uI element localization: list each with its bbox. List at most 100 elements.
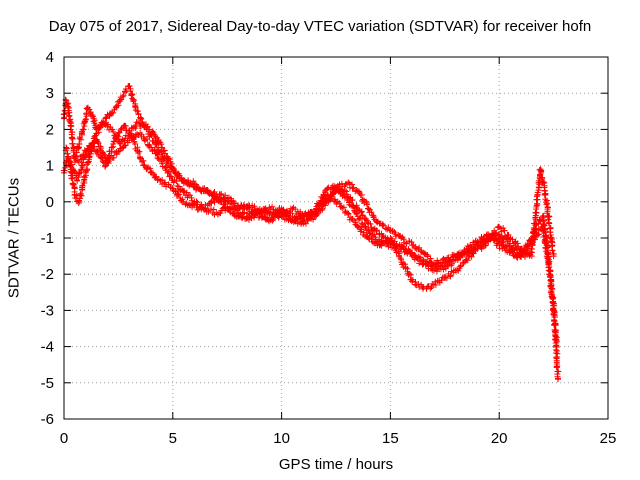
trace-marker <box>407 249 414 256</box>
trace-marker <box>416 244 423 251</box>
trace-marker <box>82 116 89 123</box>
trace-marker <box>505 231 512 238</box>
trace-marker <box>349 196 356 203</box>
trace-marker <box>134 144 141 151</box>
trace-marker <box>204 187 211 194</box>
trace-marker <box>352 219 359 226</box>
trace-marker <box>508 248 515 255</box>
trace-marker <box>427 285 434 292</box>
trace-marker <box>546 213 553 220</box>
trace-marker <box>537 169 544 176</box>
trace-marker <box>101 151 108 158</box>
trace-marker <box>174 182 181 189</box>
trace-marker <box>173 178 180 185</box>
trace-marker <box>358 191 365 198</box>
trace-marker <box>434 265 441 272</box>
trace-marker <box>550 305 557 312</box>
trace-marker <box>241 209 248 216</box>
trace-marker <box>553 364 560 371</box>
trace-marker <box>353 202 360 209</box>
trace-marker <box>95 129 102 136</box>
trace-marker <box>500 243 507 250</box>
trace-marker <box>334 183 341 190</box>
trace-marker <box>210 206 217 213</box>
trace-marker <box>503 235 510 242</box>
trace-marker <box>127 130 134 137</box>
trace-marker <box>477 242 484 249</box>
trace-marker <box>201 185 208 192</box>
trace-marker <box>324 185 331 192</box>
trace-marker <box>385 224 392 231</box>
trace-marker <box>172 188 179 195</box>
trace-marker <box>78 156 85 163</box>
trace-marker <box>511 239 518 246</box>
trace-marker <box>440 274 447 281</box>
trace-marker <box>326 197 333 204</box>
trace-marker <box>432 281 439 288</box>
trace-marker <box>358 209 365 216</box>
trace-marker <box>164 169 171 176</box>
trace-marker <box>95 139 102 146</box>
trace-marker <box>76 141 83 148</box>
trace-marker <box>118 96 125 103</box>
trace-marker <box>132 103 139 110</box>
y-axis-label: SDTVAR / TECUs <box>5 177 23 299</box>
trace-marker <box>110 128 117 135</box>
trace-marker <box>74 177 81 184</box>
trace-marker <box>501 227 508 234</box>
y-tick-label: -1 <box>41 230 54 247</box>
trace-marker <box>98 123 105 130</box>
trace-marker <box>107 156 114 163</box>
trace-marker <box>126 83 133 90</box>
trace-marker <box>448 260 455 267</box>
trace-marker <box>121 142 128 149</box>
trace-marker <box>413 255 420 262</box>
trace-marker <box>415 281 422 288</box>
y-tick-label: -4 <box>41 339 54 356</box>
trace-marker <box>545 213 552 220</box>
trace-marker <box>521 253 528 260</box>
trace-marker <box>154 151 161 158</box>
trace-marker <box>491 236 498 243</box>
data-point <box>202 206 209 213</box>
data-point <box>134 119 141 126</box>
trace-marker <box>116 139 123 146</box>
trace-marker <box>514 254 521 261</box>
trace-marker <box>138 115 145 122</box>
trace-marker <box>427 255 434 262</box>
trace-marker <box>455 267 462 274</box>
trace-marker <box>345 179 352 186</box>
trace-marker <box>510 252 517 259</box>
trace-marker <box>194 199 201 206</box>
trace-marker <box>328 193 335 200</box>
trace-marker <box>175 191 182 198</box>
trace-marker <box>193 198 200 205</box>
trace-marker <box>390 241 397 248</box>
trace-marker <box>165 159 172 166</box>
trace-marker <box>340 204 347 211</box>
trace-marker <box>145 131 152 138</box>
trace-marker <box>540 178 547 185</box>
trace-marker <box>280 206 287 213</box>
trace-marker <box>163 164 170 171</box>
trace-marker <box>536 166 543 173</box>
trace-marker <box>66 159 73 166</box>
data-point <box>463 256 470 263</box>
trace-marker <box>551 312 558 319</box>
y-tick-label: 1 <box>46 158 54 175</box>
data-point <box>365 235 372 241</box>
trace-marker <box>110 154 117 161</box>
trace-marker <box>221 195 228 202</box>
trace-marker <box>236 205 243 212</box>
trace-marker <box>136 148 143 155</box>
trace-marker <box>97 145 104 152</box>
trace-marker <box>68 164 75 171</box>
trace-marker <box>482 242 489 249</box>
trace-marker <box>159 160 166 167</box>
grid-lines <box>64 57 608 419</box>
trace-marker <box>135 111 142 118</box>
data-point <box>89 111 96 118</box>
trace-marker <box>317 200 324 207</box>
trace-marker <box>547 229 554 236</box>
trace-marker <box>302 220 309 227</box>
